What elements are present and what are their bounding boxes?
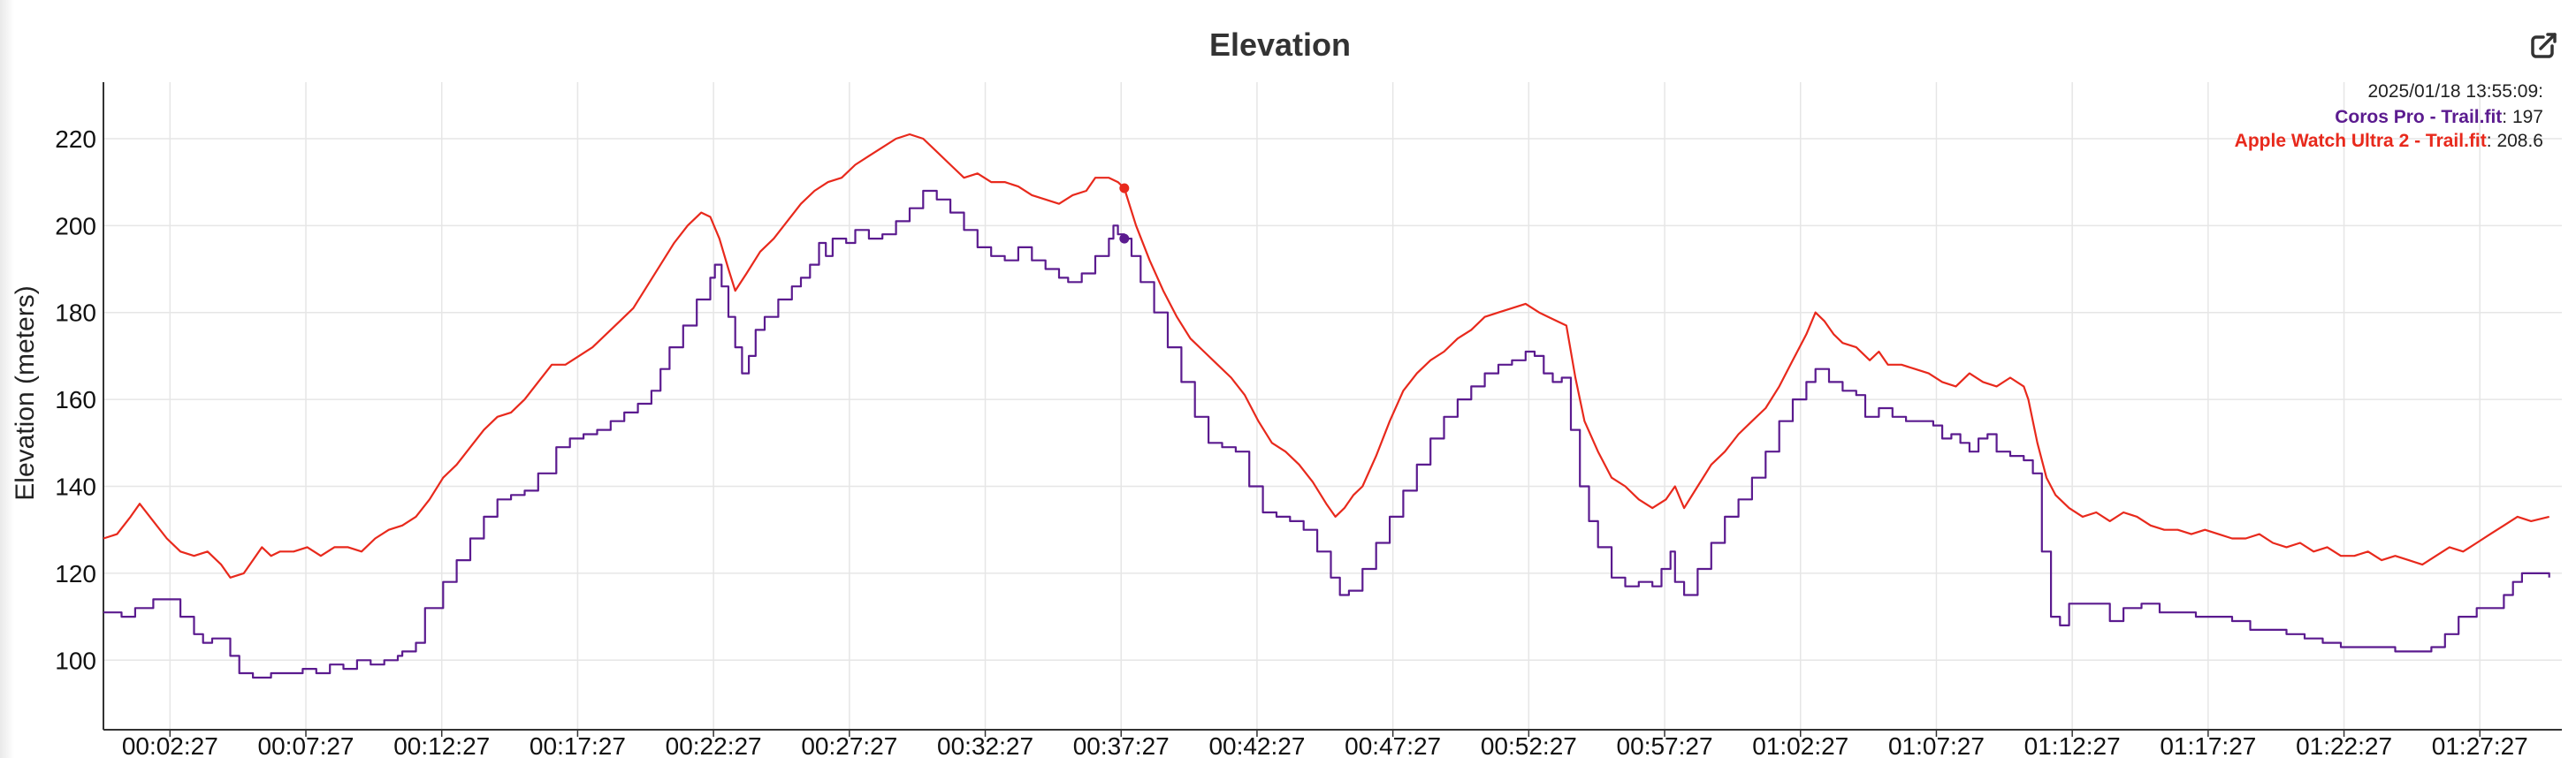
x-tick-label: 01:07:27 [1888,732,1985,758]
series-line-coros [103,189,2550,679]
y-tick-label: 200 [55,212,96,239]
legend-tooltip: 2025/01/18 13:55:09: Coros Pro - Trail.f… [2235,81,2543,151]
x-tick-label: 00:42:27 [1208,732,1305,758]
series-line-apple [103,133,2549,579]
x-tick-label: 01:27:27 [2432,732,2528,758]
grid [103,82,2562,730]
y-tick-label: 100 [55,647,96,674]
x-tick-label: 00:17:27 [530,732,626,758]
y-axis-label: Elevation (meters) [11,285,40,500]
legend-value-coros: 197 [2512,107,2543,127]
x-tick-label: 00:12:27 [393,732,490,758]
chart-title: Elevation [1209,27,1351,63]
x-tick-label: 00:02:27 [122,732,218,758]
x-tick-label: 00:47:27 [1345,732,1441,758]
cursor-marker-apple [1119,183,1130,193]
export-button[interactable] [2531,33,2557,58]
x-tick-label: 01:12:27 [2024,732,2121,758]
page-edge-shade [0,0,14,758]
y-tick-label: 140 [55,474,96,501]
x-tick-label: 00:37:27 [1073,732,1170,758]
series-lines[interactable] [103,133,2550,679]
cursor-markers [1119,183,1130,244]
x-tick-label: 00:57:27 [1617,732,1713,758]
legend-name-apple: Apple Watch Ultra 2 - Trail.fit [2235,131,2487,151]
axes: 00:02:27 00:07:27 00:12:27 00:17:27 00:22:27… [55,82,2562,758]
x-tick-label: 01:22:27 [2296,732,2392,758]
legend-timestamp: 2025/01/18 13:55:09: [2367,81,2543,102]
legend-value-apple: 208.6 [2496,131,2543,151]
y-tick-label: 220 [55,125,96,153]
x-tick-label: 00:52:27 [1481,732,1577,758]
x-tick-label: 00:22:27 [666,732,762,758]
legend-row-coros: Coros Pro - Trail.fit: 197 [2335,107,2543,127]
external-link-icon [2531,33,2557,58]
cursor-marker-coros [1119,233,1130,244]
y-tick-label: 120 [55,560,96,587]
y-tick-label: 160 [55,386,96,413]
legend-row-apple: Apple Watch Ultra 2 - Trail.fit: 208.6 [2235,131,2543,151]
x-tick-label: 00:32:27 [937,732,1033,758]
x-tick-label: 01:02:27 [1752,732,1848,758]
x-tick-label: 00:07:27 [258,732,354,758]
x-tick-label: 01:17:27 [2160,732,2256,758]
legend-name-coros: Coros Pro - Trail.fit [2335,107,2502,127]
y-tick-label: 180 [55,299,96,327]
x-tick-label: 00:27:27 [801,732,897,758]
